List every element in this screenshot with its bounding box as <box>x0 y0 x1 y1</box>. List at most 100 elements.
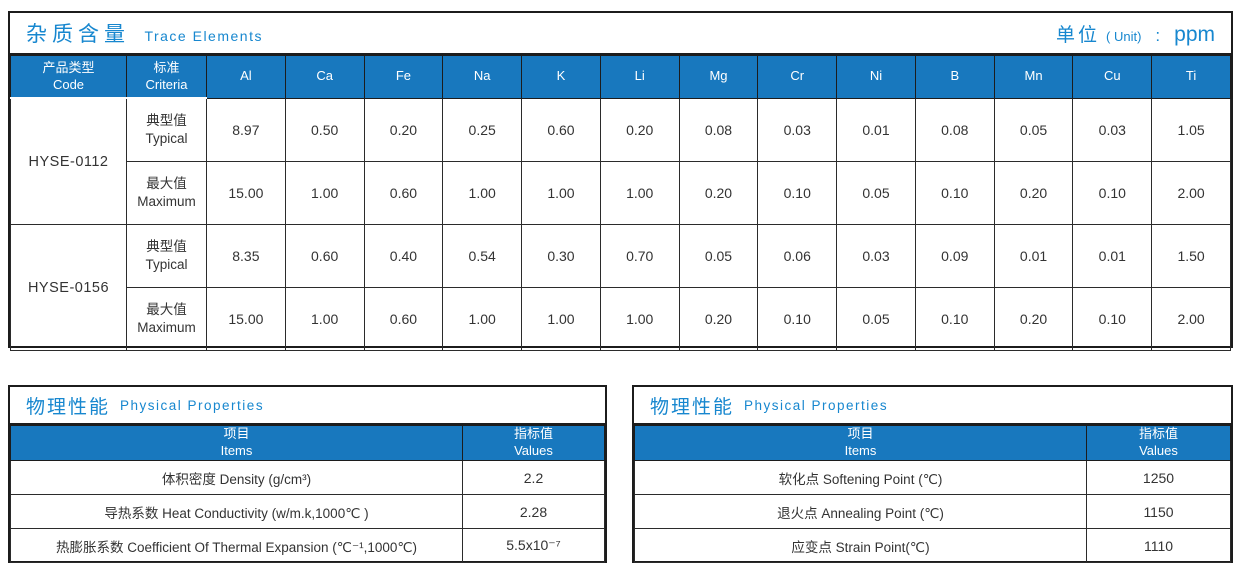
element-col-na: Na <box>442 55 523 99</box>
value-cell: 0.05 <box>678 224 759 288</box>
value-cell: 1150 <box>1086 494 1231 529</box>
phys-left-title-en: Physical Properties <box>120 397 265 413</box>
col-header-values: 指标值 Values <box>1086 425 1231 461</box>
value-cell: 8.97 <box>206 97 286 162</box>
item-cell: 应变点 Strain Point(℃) <box>634 528 1087 563</box>
value-cell: 0.01 <box>993 224 1074 288</box>
value-cell: 0.10 <box>914 161 995 225</box>
value-cell: 1.00 <box>284 161 365 225</box>
value-cell: 0.54 <box>442 224 523 288</box>
value-cell: 0.03 <box>757 97 838 162</box>
criteria-cell: 典型值 Typical <box>126 224 207 288</box>
element-col-ca: Ca <box>284 55 365 99</box>
value-cell: 1.00 <box>442 161 523 225</box>
value-cell: 1.00 <box>521 287 601 351</box>
item-cell: 导热系数 Heat Conductivity (w/m.k,1000℃ ) <box>10 494 463 529</box>
col-header-items: 项目 Items <box>10 425 463 461</box>
value-cell: 0.10 <box>757 287 838 351</box>
unit-value: ppm <box>1174 22 1215 46</box>
value-cell: 0.05 <box>993 97 1074 162</box>
element-col-ti: Ti <box>1151 55 1231 99</box>
phys-right-title-en: Physical Properties <box>744 397 889 413</box>
element-col-fe: Fe <box>363 55 444 99</box>
phys-left-title-zh: 物理性能 <box>26 396 111 418</box>
table-row: 热膨胀系数 Coefficient Of Thermal Expansion (… <box>10 528 605 563</box>
col-header-code-zh: 产品类型 <box>42 59 95 75</box>
value-cell: 0.20 <box>993 161 1074 225</box>
trace-title-bar: 杂质含量 Trace Elements 单位 ( Unit) : ppm <box>10 13 1231 55</box>
value-cell: 2.00 <box>1151 161 1231 225</box>
value-cell: 0.08 <box>678 97 759 162</box>
col-header-items: 项目 Items <box>634 425 1087 461</box>
unit-colon: : <box>1155 25 1161 45</box>
value-cell: 0.40 <box>363 224 444 288</box>
value-cell: 8.35 <box>206 224 286 288</box>
value-cell: 0.03 <box>836 224 916 288</box>
col-header-code-en: Code <box>52 76 85 92</box>
criteria-cell: 典型值 Typical <box>126 97 207 162</box>
criteria-cell: 最大值 Maximum <box>126 287 207 351</box>
physical-properties-right-table: 项目 Items 指标值 Values 软化点 Softening Point … <box>634 425 1231 563</box>
value-cell: 2.00 <box>1151 287 1231 351</box>
value-cell: 0.60 <box>363 161 444 225</box>
item-cell: 退火点 Annealing Point (℃) <box>634 494 1087 529</box>
value-cell: 0.60 <box>363 287 444 351</box>
value-cell: 1.00 <box>284 287 365 351</box>
element-col-cr: Cr <box>757 55 838 99</box>
element-col-mg: Mg <box>678 55 759 99</box>
unit-zh: 单位 <box>1056 24 1101 46</box>
value-cell: 0.09 <box>914 224 995 288</box>
table-row: 体积密度 Density (g/cm³) 2.2 <box>10 460 605 495</box>
value-cell: 0.03 <box>1072 97 1153 162</box>
table-row: HYSE-0112 典型值 Typical 8.97 0.50 0.20 0.25 0.60 0… <box>10 97 1231 225</box>
value-cell: 1250 <box>1086 460 1231 495</box>
unit-label: 单位 ( Unit) : ppm <box>1056 20 1215 47</box>
value-cell: 1.00 <box>442 287 523 351</box>
col-header-criteria-zh: 标准 <box>153 59 180 75</box>
value-cell: 0.60 <box>521 97 601 162</box>
value-cell: 1.00 <box>521 161 601 225</box>
element-col-b: B <box>914 55 995 99</box>
physical-properties-left-table: 项目 Items 指标值 Values 体积密度 Density (g/cm³)… <box>10 425 605 563</box>
trace-elements-section: 杂质含量 Trace Elements 单位 ( Unit) : ppm 产品类… <box>8 11 1233 351</box>
value-cell: 0.10 <box>1072 287 1153 351</box>
value-cell: 0.05 <box>836 287 916 351</box>
phys-left-header-row: 项目 Items 指标值 Values <box>10 425 605 461</box>
physical-properties-left-section: 物理性能 Physical Properties 项目 Items 指标值 Va… <box>8 385 607 563</box>
value-cell: 1.00 <box>599 287 680 351</box>
element-col-ni: Ni <box>836 55 916 99</box>
value-cell: 2.28 <box>462 494 605 529</box>
value-cell: 0.01 <box>836 97 916 162</box>
value-cell: 0.10 <box>914 287 995 351</box>
value-cell: 0.20 <box>599 97 680 162</box>
product-code-cell: HYSE-0156 <box>10 224 127 351</box>
element-col-k: K <box>521 55 601 99</box>
table-row: 退火点 Annealing Point (℃) 1150 <box>634 494 1231 529</box>
value-cell: 0.60 <box>284 224 365 288</box>
trace-header-row: 产品类型 Code 标准 Criteria Al Ca Fe Na K Li Mg Cr Ni B… <box>10 55 1231 99</box>
col-header-code: 产品类型 Code <box>10 55 127 99</box>
trace-title: 杂质含量 Trace Elements <box>26 18 263 48</box>
trace-title-zh: 杂质含量 <box>26 23 130 46</box>
criteria-cell: 最大值 Maximum <box>126 161 207 225</box>
table-row: 应变点 Strain Point(℃) 1110 <box>634 528 1231 563</box>
product-code-cell: HYSE-0112 <box>10 97 127 225</box>
item-cell: 体积密度 Density (g/cm³) <box>10 460 463 495</box>
table-row: 最大值 Maximum 15.00 1.00 0.60 1.00 1.00 1.00 0.20 0… <box>11 161 1231 225</box>
value-cell: 0.05 <box>836 161 916 225</box>
value-cell: 0.08 <box>914 97 995 162</box>
value-cell: 0.20 <box>363 97 444 162</box>
value-cell: 5.5x10⁻⁷ <box>462 528 605 563</box>
trace-title-en: Trace Elements <box>144 28 263 44</box>
unit-paren: ( Unit) <box>1106 28 1142 44</box>
value-cell: 0.01 <box>1072 224 1153 288</box>
value-cell: 0.70 <box>599 224 680 288</box>
element-col-li: Li <box>599 55 680 99</box>
item-cell: 软化点 Softening Point (℃) <box>634 460 1087 495</box>
element-col-cu: Cu <box>1072 55 1153 99</box>
item-cell: 热膨胀系数 Coefficient Of Thermal Expansion (… <box>10 528 463 563</box>
table-row: 软化点 Softening Point (℃) 1250 <box>634 460 1231 495</box>
element-col-mn: Mn <box>993 55 1074 99</box>
value-cell: 0.10 <box>757 161 838 225</box>
value-cell: 1.00 <box>599 161 680 225</box>
